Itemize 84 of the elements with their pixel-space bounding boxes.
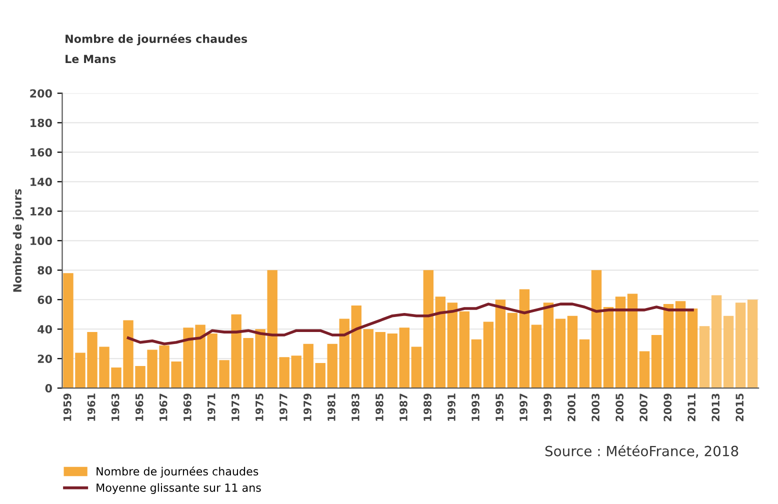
- x-tick-label: 2005: [616, 394, 624, 422]
- bar: [663, 304, 674, 388]
- legend-label: Moyenne glissante sur 11 ans: [96, 483, 261, 494]
- x-tick-label: 2007: [640, 394, 648, 422]
- x-tick-label: 1993: [472, 394, 480, 421]
- bar: [411, 346, 422, 388]
- y-tick-label: 140: [30, 178, 52, 186]
- bar: [363, 329, 374, 388]
- bar: [399, 328, 410, 388]
- x-tick-label: 1997: [520, 394, 528, 421]
- x-tick-label: 1977: [279, 394, 288, 421]
- y-axis-title: Nombre de jours: [12, 189, 24, 292]
- bar: [507, 312, 518, 388]
- bar: [627, 294, 638, 388]
- bar: [543, 302, 554, 388]
- bar: [315, 363, 326, 388]
- chart-title: Nombre de journées chaudes: [66, 34, 248, 46]
- bar: [591, 270, 602, 388]
- bar: [723, 316, 734, 388]
- x-tick-label: 2001: [568, 394, 576, 422]
- line-series: [126, 302, 694, 346]
- x-tick-label: 1991: [448, 394, 456, 421]
- x-tick-label: 1987: [400, 394, 408, 421]
- bar: [603, 307, 614, 388]
- bar: [495, 300, 506, 388]
- bar: [339, 318, 350, 388]
- y-tick-label: 20: [38, 354, 52, 363]
- x-tick-label: 1999: [544, 394, 552, 421]
- bar: [519, 289, 530, 388]
- x-tick-label: 1989: [424, 394, 432, 421]
- bar: [423, 270, 434, 388]
- y-tick-label: 60: [38, 296, 52, 304]
- x-tick-label: 2003: [592, 394, 600, 422]
- bar: [375, 332, 386, 388]
- x-tick-label: 1965: [135, 394, 144, 421]
- bar: [711, 295, 722, 388]
- source-note: Source : MétéoFrance, 2018: [545, 445, 738, 458]
- x-tick-label: 1961: [87, 394, 96, 421]
- x-tick-label: 1969: [183, 394, 192, 421]
- y-tick-label: 160: [30, 148, 52, 157]
- bar: [483, 322, 494, 388]
- x-tick-label: 2013: [712, 394, 720, 422]
- bar: [651, 335, 662, 388]
- y-tick-label: 200: [30, 89, 52, 98]
- bar: [351, 306, 362, 388]
- bar: [699, 326, 710, 388]
- x-tick-label: 2009: [664, 394, 672, 422]
- x-tick-label: 1971: [207, 394, 216, 421]
- y-tick-label: 80: [38, 266, 52, 275]
- bar: [555, 318, 566, 388]
- bar: [327, 344, 338, 388]
- x-tick-label: 2011: [688, 394, 696, 422]
- y-tick-label: 100: [30, 236, 52, 246]
- y-tick-label: 120: [30, 207, 52, 216]
- bar: [687, 308, 698, 388]
- bar: [531, 324, 542, 388]
- x-tick-label: 2015: [736, 394, 744, 422]
- bar: [615, 296, 626, 388]
- x-tick-label: 1983: [352, 394, 360, 421]
- bar: [735, 302, 746, 388]
- y-tick-label: 0: [45, 384, 52, 392]
- bar: [447, 302, 458, 388]
- bar: [471, 339, 482, 388]
- bar: [435, 296, 446, 388]
- x-tick-label: 1979: [304, 394, 312, 421]
- legend-label: Nombre de journées chaudes: [96, 466, 258, 478]
- y-tick-label: 40: [38, 325, 52, 334]
- x-tick-label: 1967: [159, 394, 168, 421]
- x-tick-label: 1995: [496, 394, 504, 421]
- bar: [567, 316, 578, 388]
- x-tick-label: 1975: [255, 394, 264, 421]
- x-tick-label: 1973: [231, 394, 240, 421]
- x-tick-label: 1981: [328, 394, 336, 421]
- bar: [675, 301, 686, 388]
- x-tick-label: 1959: [63, 394, 72, 421]
- y-tick-label: 180: [30, 118, 52, 128]
- chart-subtitle: Le Mans: [66, 54, 116, 64]
- bar: [639, 351, 650, 388]
- bar: [747, 300, 758, 388]
- bar: [387, 334, 398, 388]
- bar: [579, 339, 590, 388]
- bar: [459, 311, 470, 388]
- x-tick-label: 1985: [376, 394, 384, 421]
- x-tick-label: 1963: [111, 394, 120, 421]
